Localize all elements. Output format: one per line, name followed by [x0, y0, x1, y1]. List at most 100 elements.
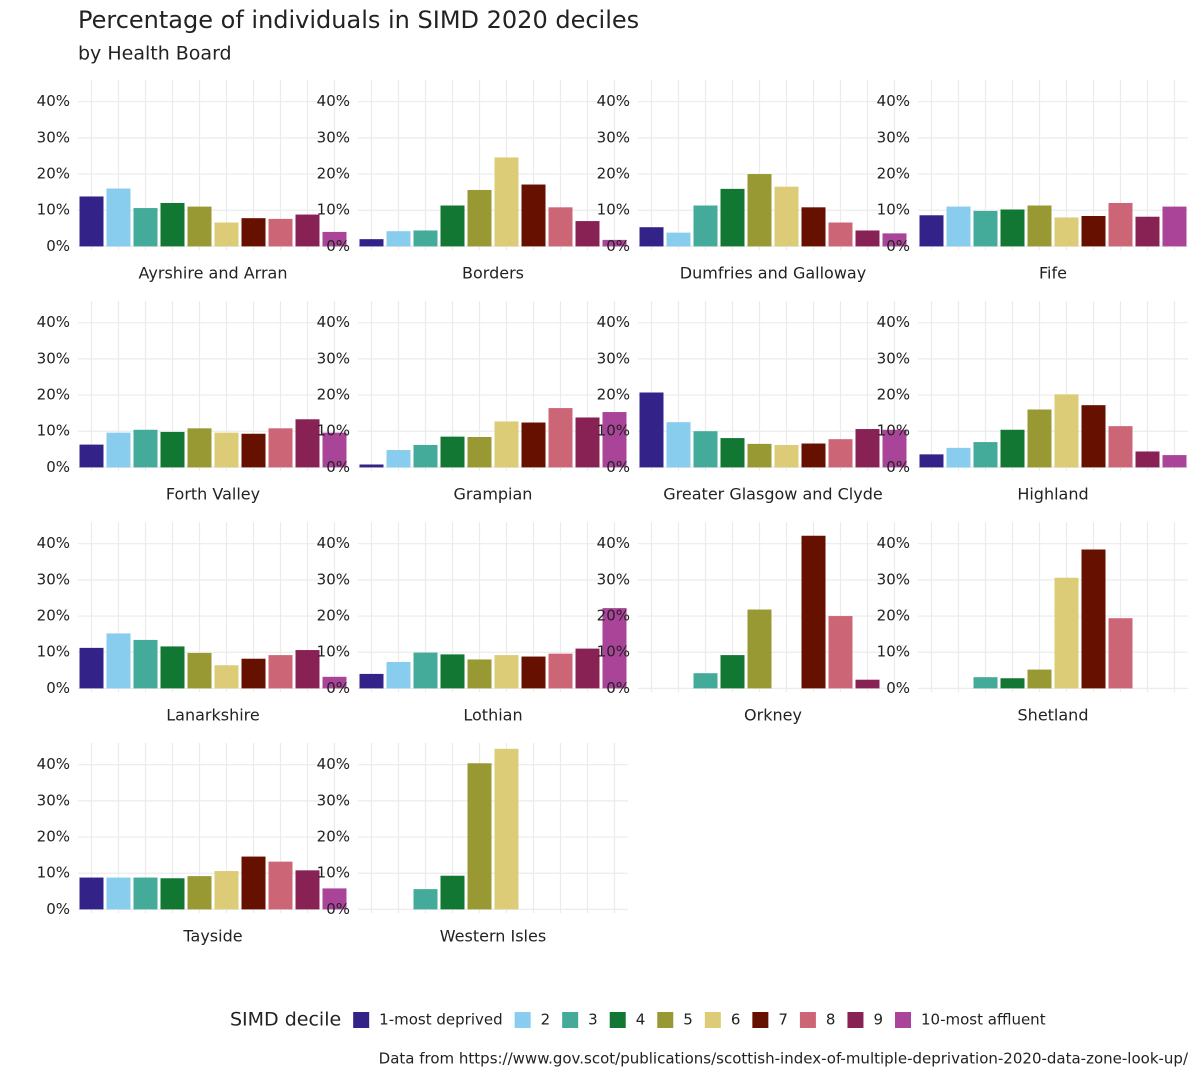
bar [133, 208, 158, 247]
bar [241, 658, 266, 689]
bar [295, 214, 320, 247]
bar [1054, 394, 1079, 468]
bar [639, 227, 664, 247]
y-tick-label: 20% [37, 386, 70, 404]
legend-label: 3 [588, 1011, 598, 1029]
bar [268, 655, 293, 689]
bar [241, 856, 266, 910]
legend-label: 4 [636, 1011, 646, 1029]
y-tick-label: 20% [877, 165, 910, 183]
bar [295, 419, 320, 468]
bar [160, 431, 185, 468]
y-tick-label: 30% [37, 570, 70, 588]
bar [801, 535, 826, 689]
bar [693, 431, 718, 468]
y-tick-label: 0% [326, 679, 350, 697]
bar [322, 231, 347, 247]
y-tick-label: 30% [317, 791, 350, 809]
legend-swatch [353, 1012, 370, 1028]
y-tick-label: 20% [317, 165, 350, 183]
bar [1081, 549, 1106, 689]
bar [268, 428, 293, 468]
y-tick-label: 10% [597, 422, 630, 440]
bar [106, 432, 131, 468]
bar [1000, 429, 1025, 468]
y-tick-label: 0% [886, 237, 910, 255]
bar [268, 218, 293, 247]
bar [747, 609, 772, 689]
y-tick-label: 10% [317, 864, 350, 882]
bar [106, 633, 131, 689]
y-tick-label: 30% [877, 128, 910, 146]
bar [467, 659, 492, 689]
y-tick-label: 0% [46, 679, 70, 697]
y-tick-label: 30% [877, 570, 910, 588]
y-tick-label: 20% [37, 607, 70, 625]
y-tick-label: 30% [317, 128, 350, 146]
legend-swatch [514, 1012, 531, 1028]
bar [214, 665, 239, 689]
bar [828, 616, 853, 689]
bar [946, 447, 971, 468]
y-tick-label: 40% [317, 534, 350, 552]
legend-label: 6 [731, 1011, 741, 1029]
bar [413, 889, 438, 910]
y-tick-label: 10% [877, 201, 910, 219]
bar [160, 878, 185, 910]
bar [1162, 206, 1187, 247]
facet-label: Western Isles [440, 927, 546, 946]
bar [973, 677, 998, 689]
bar [693, 205, 718, 247]
bar [106, 877, 131, 910]
bar [494, 655, 519, 689]
y-tick-label: 10% [317, 643, 350, 661]
y-tick-label: 0% [606, 679, 630, 697]
legend-title: SIMD decile [230, 1009, 341, 1031]
bar [521, 184, 546, 247]
legend-swatch [562, 1012, 579, 1028]
bar [440, 436, 465, 468]
bar [187, 876, 212, 910]
y-tick-label: 20% [317, 386, 350, 404]
bar [639, 392, 664, 468]
y-tick-label: 0% [46, 900, 70, 918]
bar [774, 186, 799, 247]
bar [322, 888, 347, 910]
y-tick-label: 20% [597, 165, 630, 183]
y-tick-label: 0% [326, 900, 350, 918]
bar [322, 432, 347, 468]
bar [1027, 205, 1052, 247]
legend-swatch [704, 1012, 721, 1028]
bar [919, 215, 944, 247]
y-tick-label: 30% [597, 349, 630, 367]
y-tick-label: 30% [317, 349, 350, 367]
y-tick-label: 10% [37, 864, 70, 882]
bar [720, 655, 745, 689]
y-tick-label: 40% [877, 534, 910, 552]
bar [241, 218, 266, 247]
legend-label: 1-most deprived [379, 1011, 502, 1029]
y-tick-label: 40% [37, 755, 70, 773]
bar [322, 676, 347, 689]
bar [160, 202, 185, 247]
bar [187, 652, 212, 689]
bar [440, 654, 465, 689]
bar [1135, 451, 1160, 468]
bar [548, 408, 573, 468]
bar [214, 222, 239, 247]
bar [548, 653, 573, 689]
bar [187, 206, 212, 247]
y-tick-label: 20% [877, 386, 910, 404]
bar [1081, 405, 1106, 468]
bar [693, 673, 718, 689]
y-tick-label: 30% [37, 128, 70, 146]
y-tick-label: 40% [317, 313, 350, 331]
y-tick-label: 0% [46, 458, 70, 476]
facet-label: Dumfries and Galloway [680, 264, 866, 283]
y-tick-label: 10% [597, 201, 630, 219]
legend-label: 2 [541, 1011, 551, 1029]
bar [79, 196, 104, 247]
y-tick-label: 40% [37, 92, 70, 110]
bar [1000, 678, 1025, 689]
bar [1054, 217, 1079, 247]
